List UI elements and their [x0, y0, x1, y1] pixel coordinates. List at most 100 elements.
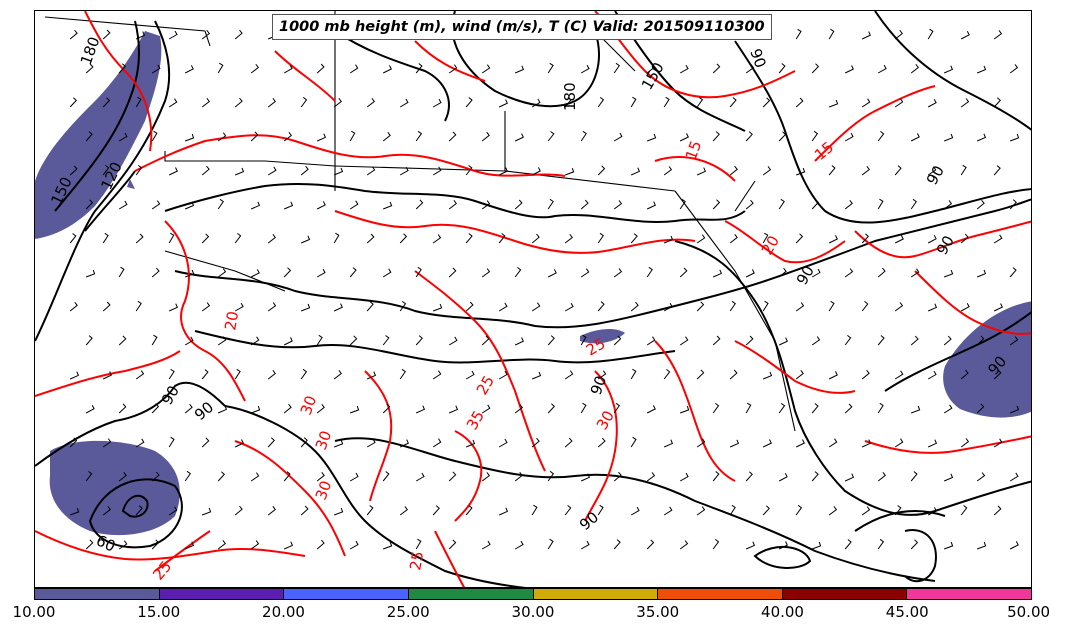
height-label: 90: [158, 382, 183, 408]
wind-barb: [811, 403, 819, 414]
wind-barb: [877, 402, 884, 414]
wind-barb: [745, 269, 755, 278]
wind-barb: [547, 470, 555, 482]
wind-barb: [547, 62, 554, 74]
wind-barb: [448, 336, 458, 346]
wind-barb: [597, 301, 605, 312]
height-label: 180: [77, 34, 104, 67]
wind-barb: [745, 541, 756, 550]
wind-barb: [960, 505, 968, 516]
wind-barb: [712, 199, 721, 210]
wind-barb: [844, 335, 852, 346]
wind-barb: [448, 200, 457, 210]
wind-barb: [432, 438, 442, 448]
wind-barb: [234, 97, 243, 108]
wind-barb: [118, 200, 128, 210]
wind-barb: [283, 471, 291, 482]
wind-barb: [861, 165, 871, 176]
wind-barb: [300, 235, 311, 244]
wind-barb: [696, 96, 704, 108]
wind-barb: [729, 369, 738, 380]
wind-barb: [366, 505, 374, 516]
wind-barb: [778, 267, 787, 278]
wind-barb: [1009, 267, 1017, 278]
wind-barb: [613, 200, 623, 210]
temperature-contours: [35, 11, 1031, 587]
wind-barb: [250, 131, 259, 142]
wind-barb: [283, 337, 293, 346]
temperature-label: 25: [473, 372, 498, 398]
wind-barb: [267, 234, 276, 244]
wind-barb: [580, 334, 587, 346]
wind-barb: [383, 541, 393, 550]
wind-barb: [217, 539, 227, 550]
wind-barb: [481, 404, 491, 414]
wind-barb: [531, 98, 541, 108]
wind-barb: [498, 507, 509, 516]
wind-barb: [1009, 336, 1019, 346]
wind-barb: [382, 471, 390, 482]
wind-barb: [201, 98, 210, 108]
wind-barb: [580, 130, 587, 142]
temperature-label: 15: [682, 138, 705, 162]
wind-barb: [514, 540, 524, 550]
colorbar-tick-label: 20.00: [262, 603, 305, 621]
wind-barb: [498, 167, 508, 176]
wind-barb: [762, 300, 769, 312]
wind-barb: [102, 165, 110, 176]
wind-barb: [514, 471, 523, 482]
wind-barb: [712, 402, 720, 414]
wind-barbs: [69, 28, 1020, 550]
wind-barb: [135, 438, 145, 448]
wind-barb: [844, 539, 852, 550]
wind-barb: [118, 403, 127, 414]
wind-barb: [894, 438, 904, 448]
wind-barb: [448, 267, 457, 278]
wind-barb: [333, 232, 340, 244]
wind-barb: [498, 99, 508, 108]
wind-barb: [565, 168, 575, 176]
colorbar-tick-label: 30.00: [511, 603, 555, 621]
wind-barb: [762, 232, 769, 244]
wind-barb: [910, 539, 919, 550]
wind-barb: [729, 439, 740, 448]
wind-barb: [300, 165, 309, 176]
wind-barb: [399, 506, 408, 516]
wind-barb: [300, 97, 308, 108]
wind-barb: [316, 334, 323, 346]
wind-barb: [316, 201, 326, 210]
wind-barb: [993, 505, 1002, 516]
height-label: 90: [587, 373, 610, 397]
wind-barb: [712, 131, 720, 142]
wind-barb: [679, 540, 689, 550]
wind-barb: [943, 133, 954, 142]
wind-barb: [597, 96, 605, 108]
wind-barb: [580, 402, 587, 414]
wind-barb: [151, 64, 161, 74]
height-label: 90: [923, 162, 948, 188]
wind-barb: [910, 63, 920, 74]
wind-barb: [729, 165, 738, 176]
wind-barb: [300, 303, 311, 312]
wind-barb: [399, 166, 409, 176]
colorbar-tick-label: 15.00: [137, 603, 181, 621]
temperature-label: 25: [406, 550, 427, 572]
wind-barb: [234, 368, 241, 380]
colorbar-tick-label: 25.00: [386, 603, 430, 621]
wind-barb: [382, 131, 391, 142]
wind-barb: [910, 405, 921, 414]
wind-barb: [894, 165, 902, 176]
wind-barb: [597, 232, 604, 244]
wind-barb: [811, 130, 819, 142]
wind-barb: [267, 369, 277, 380]
wind-barb: [613, 132, 623, 142]
wind-barb: [828, 300, 835, 312]
colorbar-tick-label: 40.00: [761, 603, 804, 621]
wind-barb: [234, 505, 243, 516]
wind-barb: [267, 505, 277, 516]
wind-barb: [547, 269, 557, 278]
wind-barb: [415, 266, 422, 278]
wind-barb: [547, 198, 554, 210]
wind-barb: [498, 370, 508, 380]
wind-barb: [646, 539, 655, 550]
